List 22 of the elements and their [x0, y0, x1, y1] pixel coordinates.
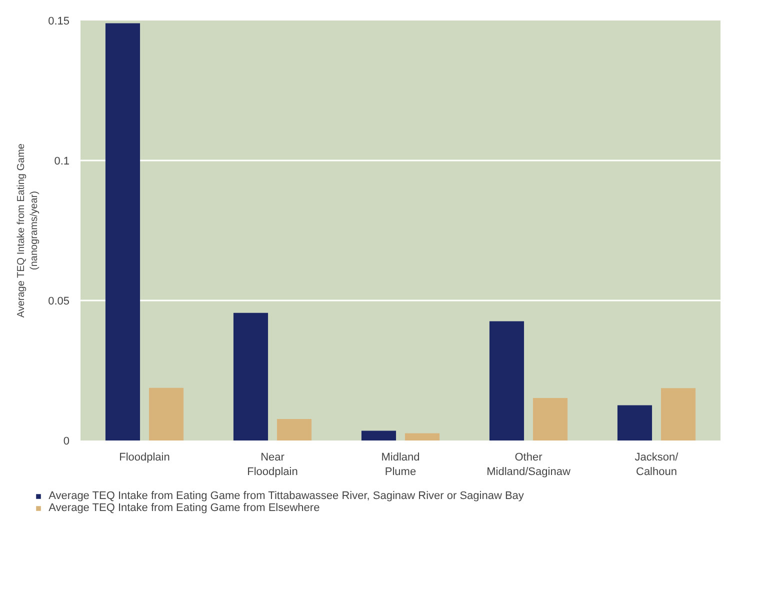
legend-label: Average TEQ Intake from Eating Game from Tittabawassee River, Saginaw River or Saginaw Bay [48, 490, 524, 502]
x-tick-label: Jackson/ Calhoun [634, 452, 680, 478]
bar [105, 23, 140, 440]
bar [361, 430, 396, 440]
bar [148, 388, 184, 440]
y-tick-label: 0.15 [48, 16, 70, 28]
y-tick-label: 0.05 [48, 296, 70, 308]
bar [276, 418, 312, 440]
y-tick-label: 0 [63, 436, 70, 448]
x-tick-label: Floodplain [119, 452, 170, 464]
x-tick-label: Other Midland/Saginaw [486, 452, 570, 478]
legend-label: Average TEQ Intake from Eating Game from Elsewhere [48, 502, 320, 514]
bar [660, 388, 696, 440]
x-tick-label: Near Floodplain [247, 452, 298, 478]
bar [233, 312, 268, 440]
y-tick-label: 0.1 [54, 156, 70, 168]
bar [617, 405, 652, 440]
bar [532, 398, 568, 440]
bar [404, 433, 440, 440]
x-tick-label: Midland Plume [381, 452, 420, 478]
y-axis-title: Average TEQ Intake from Eating Game (nanograms/year) [16, 143, 40, 318]
bar [489, 321, 524, 440]
